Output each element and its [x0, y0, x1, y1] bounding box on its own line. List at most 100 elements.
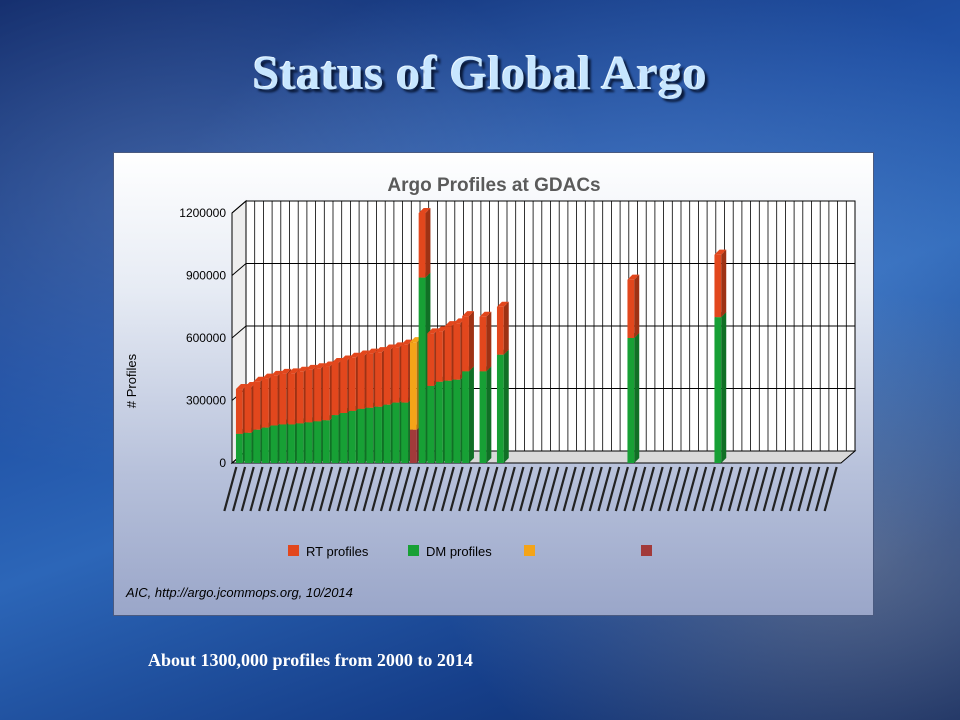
bar-segment — [401, 402, 409, 463]
chart-panel: Argo Profiles at GDACs 0 300000 600000 9000… — [113, 152, 874, 616]
bar-segment-side — [503, 349, 509, 463]
bar-segment — [305, 369, 313, 423]
chart-title: Argo Profiles at GDACs — [387, 175, 600, 196]
bar-segment — [349, 357, 356, 411]
x-tick-label — [806, 466, 821, 512]
x-tick-label — [449, 466, 464, 512]
x-tick-label — [684, 466, 699, 512]
legend: RT profiles DM profiles — [288, 544, 652, 559]
x-tick-label — [414, 466, 429, 512]
bar-segment — [253, 381, 261, 430]
x-tick-label — [292, 466, 308, 512]
x-tick-label — [327, 466, 342, 512]
xtick-layer — [223, 466, 838, 512]
x-tick-label — [475, 466, 490, 512]
bar-segment — [427, 385, 435, 463]
bar-segment — [392, 347, 400, 403]
bar-segment — [496, 306, 504, 355]
y-tick-label: 900000 — [186, 269, 226, 283]
x-tick-label — [562, 466, 577, 512]
x-tick-label — [379, 466, 395, 512]
x-tick-label — [649, 466, 664, 512]
bar-segment — [375, 352, 382, 407]
bar-segment-side — [634, 274, 640, 338]
x-tick-label — [423, 466, 438, 512]
x-tick-label — [362, 466, 377, 512]
bar-segment — [322, 420, 330, 463]
x-tick-label — [632, 466, 647, 512]
legend-swatch — [524, 545, 535, 556]
bar-segment — [418, 213, 426, 278]
bar-segment — [444, 326, 452, 381]
x-tick-label — [771, 466, 786, 512]
bar-segment-side — [503, 301, 509, 355]
bar-segment-side — [721, 312, 727, 463]
bar-segment — [418, 277, 426, 463]
x-tick-label — [284, 466, 299, 512]
bar-segment — [392, 402, 400, 463]
x-tick-label — [249, 466, 264, 512]
x-tick-label — [727, 466, 743, 512]
x-tick-label — [388, 466, 403, 512]
x-tick-label — [780, 466, 795, 512]
bar-segment-top — [331, 358, 344, 363]
bar-segment — [340, 413, 348, 463]
bar-segment — [453, 379, 461, 463]
x-tick-label — [492, 466, 508, 512]
bar-segment-top — [322, 361, 335, 367]
y-tick-label: 600000 — [186, 331, 226, 345]
x-tick-label — [675, 466, 690, 512]
legend-swatch — [641, 545, 652, 556]
bar-segment-top — [270, 370, 283, 376]
x-tick-label — [666, 466, 682, 512]
x-tick-label — [336, 466, 351, 512]
x-tick-label — [519, 466, 534, 512]
x-tick-label — [788, 466, 803, 512]
bar-segment-top — [262, 373, 274, 379]
x-tick-label — [405, 466, 421, 512]
bar-segment-top — [375, 347, 387, 353]
bar-segment-top — [496, 301, 509, 307]
bar-segment — [627, 338, 635, 463]
bar-segment-top — [296, 366, 309, 372]
x-tick-label — [719, 466, 734, 512]
bar-segment — [357, 355, 365, 409]
bar-segment — [444, 380, 452, 463]
x-tick-label — [258, 466, 273, 512]
bar-segment-top — [383, 344, 396, 350]
bar-segment — [462, 371, 469, 463]
bar-segment — [366, 353, 374, 408]
bar-segment-side — [468, 311, 474, 372]
x-tick-label — [814, 466, 830, 512]
bar-segment-side — [486, 311, 492, 372]
bar-segment — [436, 381, 443, 463]
x-tick-label — [397, 466, 412, 512]
bar-segment-top — [427, 328, 440, 334]
x-tick-label — [510, 466, 525, 512]
chart-svg: Argo Profiles at GDACs 0 300000 600000 9000… — [124, 175, 857, 600]
x-tick-label — [231, 466, 247, 512]
bar-segment — [479, 316, 487, 372]
bar-segment — [288, 373, 295, 425]
ytick-layer: 0 300000 600000 900000 1200000 — [179, 206, 226, 470]
x-tick-label — [527, 466, 542, 512]
bar-segment-top — [235, 384, 248, 390]
bar-segment — [288, 424, 295, 463]
chart-credit: AIC, http://argo.jcommops.org, 10/2014 — [125, 585, 353, 600]
bar-segment — [714, 317, 722, 463]
bar-segment — [496, 354, 504, 463]
legend-label: RT profiles — [306, 544, 369, 559]
x-tick-label — [484, 466, 499, 512]
x-tick-label — [440, 466, 455, 512]
y-axis-label: # Profiles — [124, 353, 139, 408]
x-tick-label — [658, 466, 673, 512]
slide-caption: About 1300,000 profiles from 2000 to 201… — [148, 650, 473, 670]
x-tick-label — [701, 466, 716, 512]
bar-segment — [305, 422, 313, 463]
x-tick-label — [458, 466, 473, 512]
bar-segment — [409, 429, 417, 463]
bar-segment-top — [340, 355, 353, 361]
legend-label: DM profiles — [426, 544, 492, 559]
bar-segment-top — [401, 339, 414, 345]
bar-segment — [235, 389, 243, 434]
